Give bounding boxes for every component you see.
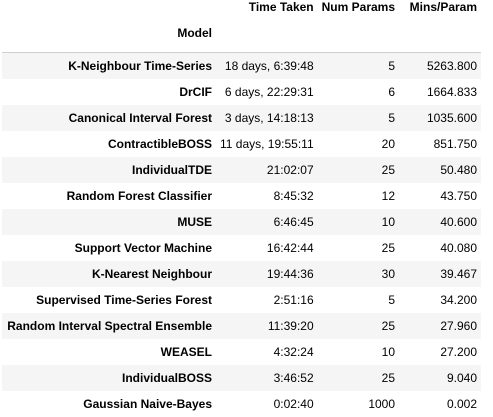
column-header-row: Time Taken Num Params Mins/Param bbox=[2, 0, 481, 14]
num-params-cell: 12 bbox=[381, 189, 396, 203]
mins-per-param-cell: 50.480 bbox=[440, 163, 478, 177]
model-name-cell: Support Vector Machine bbox=[74, 241, 212, 255]
table-row: Gaussian Naive-Bayes 0:02:40 1000 0.002 bbox=[2, 391, 482, 417]
index-header-spacer bbox=[216, 14, 318, 53]
num-params-cell: 20 bbox=[381, 137, 396, 151]
column-header-time-taken: Time Taken bbox=[248, 0, 314, 14]
model-name-cell: Random Forest Classifier bbox=[66, 189, 212, 203]
time-taken-cell: 8:45:32 bbox=[273, 189, 314, 203]
model-name-cell: WEASEL bbox=[160, 345, 212, 359]
table-row: IndividualBOSS 3:46:52 25 9.040 bbox=[2, 365, 482, 391]
time-taken-cell: 0:02:40 bbox=[273, 397, 314, 411]
mins-per-param-cell: 40.080 bbox=[440, 241, 478, 255]
model-name-cell: IndividualBOSS bbox=[121, 371, 212, 385]
time-taken-cell: 21:02:07 bbox=[266, 163, 314, 177]
model-name-cell: K-Neighbour Time-Series bbox=[68, 59, 212, 73]
time-taken-cell: 18 days, 6:39:48 bbox=[224, 59, 314, 73]
index-name-header: Model bbox=[177, 26, 212, 40]
time-taken-cell: 6 days, 22:29:31 bbox=[224, 85, 314, 99]
time-taken-cell: 3:46:52 bbox=[273, 371, 314, 385]
results-dataframe: Time Taken Num Params Mins/Param Model K… bbox=[2, 0, 482, 417]
mins-per-param-cell: 1664.833 bbox=[426, 85, 478, 99]
mins-per-param-cell: 39.467 bbox=[440, 267, 478, 281]
mins-per-param-cell: 851.750 bbox=[433, 137, 478, 151]
table-row: Random Interval Spectral Ensemble 11:39:2… bbox=[2, 313, 482, 339]
table-row: Supervised Time-Series Forest 2:51:16 5 34.… bbox=[2, 287, 482, 313]
num-params-cell: 10 bbox=[381, 215, 396, 229]
index-header-row: Model bbox=[2, 14, 482, 53]
num-params-cell: 6 bbox=[388, 85, 396, 99]
table-row: K-Neighbour Time-Series 18 days, 6:39:48 5… bbox=[2, 52, 482, 79]
time-taken-cell: 11:39:20 bbox=[267, 319, 314, 333]
table-row: WEASEL 4:32:24 10 27.200 bbox=[2, 339, 482, 365]
mins-per-param-cell: 1035.600 bbox=[426, 111, 478, 125]
column-header-mins-per-param: Mins/Param bbox=[409, 0, 478, 14]
num-params-cell: 5 bbox=[388, 59, 396, 73]
time-taken-cell: 6:46:45 bbox=[273, 215, 314, 229]
num-params-cell: 25 bbox=[381, 319, 396, 333]
table-row: IndividualTDE 21:02:07 25 50.480 bbox=[2, 157, 482, 183]
model-name-cell: Gaussian Naive-Bayes bbox=[83, 397, 212, 411]
num-params-cell: 10 bbox=[381, 345, 396, 359]
num-params-cell: 25 bbox=[381, 163, 396, 177]
time-taken-cell: 19:44:36 bbox=[266, 267, 314, 281]
mins-per-param-cell: 27.200 bbox=[440, 345, 478, 359]
num-params-cell: 5 bbox=[388, 293, 396, 307]
table-row: ContractibleBOSS 11 days, 19:55:11 20 851.7… bbox=[2, 131, 482, 157]
model-name-cell: DrCIF bbox=[179, 85, 212, 99]
column-header-num-params: Num Params bbox=[321, 0, 396, 14]
mins-per-param-cell: 9.040 bbox=[446, 371, 478, 385]
model-name-cell: Canonical Interval Forest bbox=[68, 111, 212, 125]
model-name-cell: Random Interval Spectral Ensemble bbox=[7, 319, 212, 333]
model-name-cell: MUSE bbox=[177, 215, 212, 229]
time-taken-cell: 3 days, 14:18:13 bbox=[224, 111, 314, 125]
table-row: MUSE 6:46:45 10 40.600 bbox=[2, 209, 482, 235]
num-params-cell: 25 bbox=[381, 371, 396, 385]
model-name-cell: IndividualTDE bbox=[131, 163, 212, 177]
table-row: Random Forest Classifier 8:45:32 12 43.750 bbox=[2, 183, 482, 209]
num-params-cell: 25 bbox=[381, 241, 396, 255]
index-header-spacer bbox=[399, 14, 481, 53]
mins-per-param-cell: 5263.800 bbox=[426, 59, 478, 73]
mins-per-param-cell: 43.750 bbox=[440, 189, 478, 203]
time-taken-cell: 4:32:24 bbox=[273, 345, 314, 359]
num-params-cell: 5 bbox=[388, 111, 396, 125]
time-taken-cell: 2:51:16 bbox=[273, 293, 314, 307]
mins-per-param-cell: 27.960 bbox=[440, 319, 478, 333]
mins-per-param-cell: 0.002 bbox=[446, 397, 478, 411]
model-name-cell: Supervised Time-Series Forest bbox=[36, 293, 212, 307]
time-taken-cell: 11 days, 19:55:11 bbox=[220, 137, 314, 151]
mins-per-param-cell: 34.200 bbox=[440, 293, 478, 307]
time-taken-cell: 16:42:44 bbox=[266, 241, 314, 255]
table-row: Canonical Interval Forest 3 days, 14:18:1… bbox=[2, 105, 482, 131]
model-name-cell: ContractibleBOSS bbox=[107, 137, 212, 151]
index-header-spacer bbox=[318, 14, 399, 53]
num-params-cell: 1000 bbox=[368, 397, 396, 411]
table-row: DrCIF 6 days, 22:29:31 6 1664.833 bbox=[2, 79, 482, 105]
table-row: Support Vector Machine 16:42:44 25 40.080 bbox=[2, 235, 482, 261]
num-params-cell: 30 bbox=[381, 267, 396, 281]
mins-per-param-cell: 40.600 bbox=[440, 215, 478, 229]
corner-header-cell bbox=[2, 0, 216, 14]
table-row: K-Nearest Neighbour 19:44:36 30 39.467 bbox=[2, 261, 482, 287]
model-name-cell: K-Nearest Neighbour bbox=[91, 267, 212, 281]
